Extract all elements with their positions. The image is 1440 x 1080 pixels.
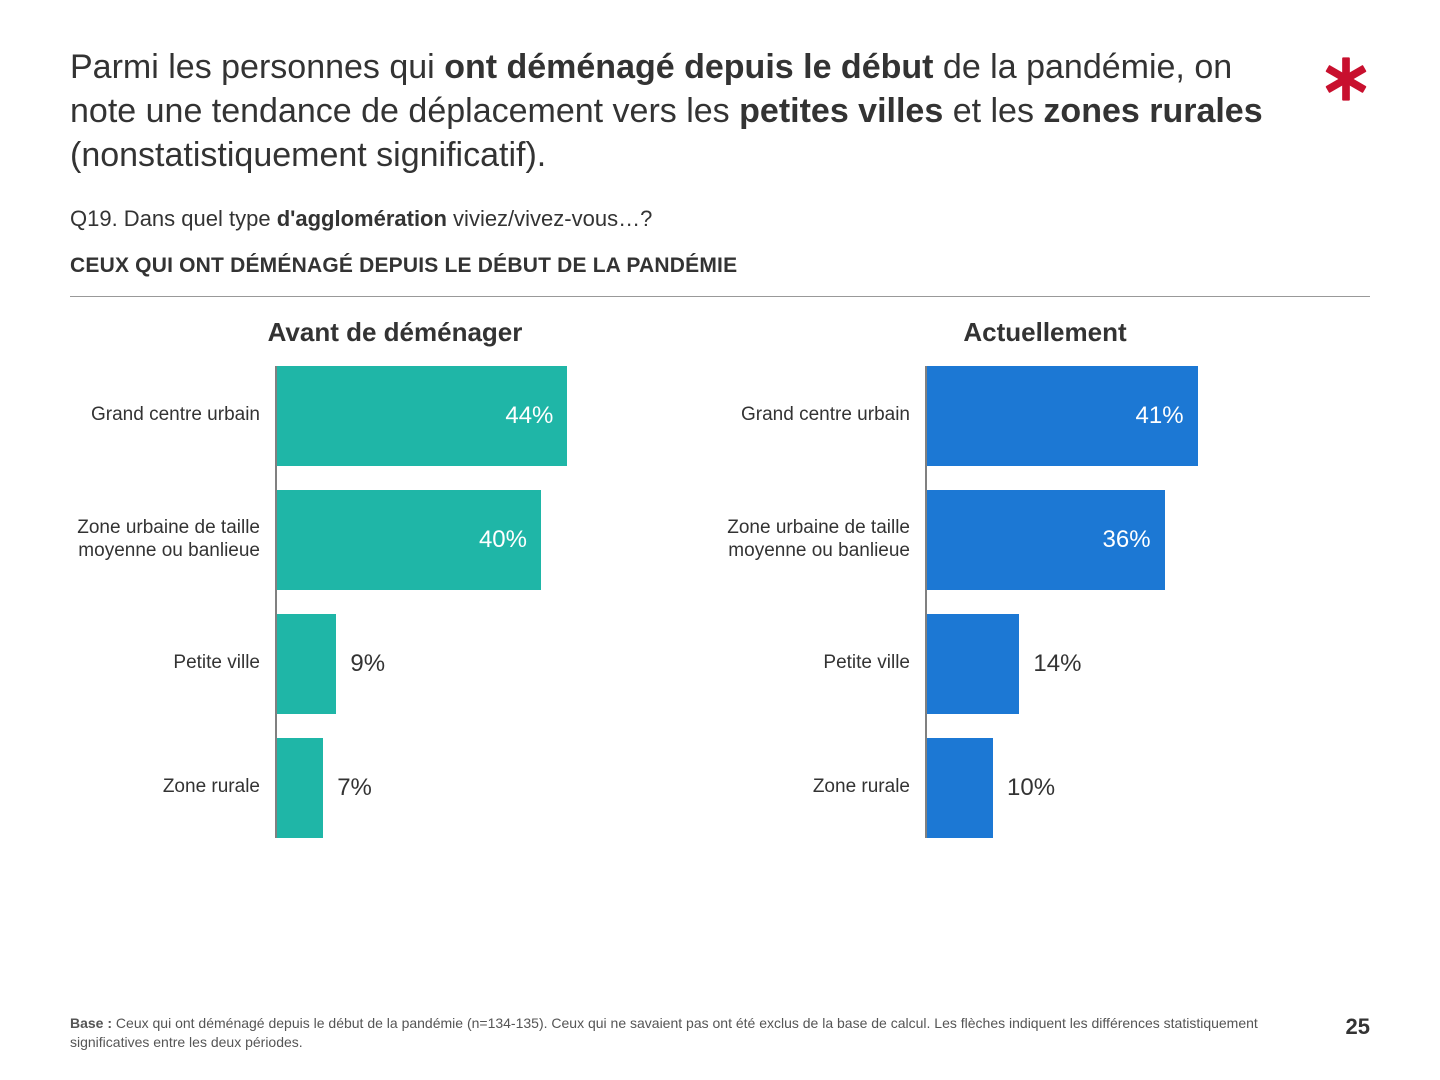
bar-value: 10%: [993, 774, 1069, 802]
footnote: Base : Ceux qui ont déménagé depuis le d…: [70, 1014, 1326, 1052]
title-bold2: petites villes: [739, 92, 943, 130]
bar-value: 14%: [1019, 650, 1095, 678]
bar-value: 9%: [336, 650, 399, 678]
bar-wrap: 9%: [277, 614, 399, 714]
sub-heading: CEUX QUI ONT DÉMÉNAGÉ DEPUIS LE DÉBUT DE…: [70, 254, 1370, 278]
bar: 44%: [277, 366, 567, 466]
bar-wrap: 44%: [277, 366, 567, 466]
bar-value: 41%: [1122, 402, 1198, 430]
question-text: Q19. Dans quel type d'agglomération vivi…: [70, 206, 1370, 232]
charts-area: Avant de déménager Grand centre urbain 44%…: [70, 317, 1370, 862]
page-number: 25: [1346, 1014, 1370, 1040]
bar-category-label: Zone rurale: [70, 776, 270, 799]
asterisk-icon: [1322, 55, 1370, 103]
bar-wrap: 36%: [927, 490, 1165, 590]
bar-wrap: 40%: [277, 490, 541, 590]
bar: [927, 738, 993, 838]
question-post: viviez/vivez-vous…?: [447, 206, 652, 231]
bar-row: Grand centre urbain 41%: [720, 366, 1370, 466]
bar: [277, 614, 336, 714]
bar-row: Zone urbaine de taille moyenne ou banlie…: [720, 490, 1370, 590]
title-seg1: Parmi les personnes qui: [70, 48, 444, 86]
bar: 40%: [277, 490, 541, 590]
question-bold: d'agglomération: [277, 206, 447, 231]
title-bold3: zones rurales: [1043, 92, 1262, 130]
bar-value: 44%: [491, 402, 567, 430]
bar-wrap: 41%: [927, 366, 1198, 466]
bar-wrap: 10%: [927, 738, 1069, 838]
bar-zone: Grand centre urbain 44% Zone urbaine de ta…: [70, 366, 720, 838]
bar-category-label: Zone urbaine de taille moyenne ou banlie…: [70, 517, 270, 563]
bar-row: Zone rurale 10%: [720, 738, 1370, 838]
bar-row: Petite ville 9%: [70, 614, 720, 714]
bar-wrap: 7%: [277, 738, 386, 838]
chart-panel: Actuellement Grand centre urbain 41% Zone u…: [720, 317, 1370, 862]
bar: 41%: [927, 366, 1198, 466]
bar-category-label: Grand centre urbain: [70, 404, 270, 427]
bar-value: 36%: [1089, 526, 1165, 554]
chart-title: Actuellement: [720, 317, 1370, 348]
divider: [70, 296, 1370, 297]
bar-category-label: Zone urbaine de taille moyenne ou banlie…: [720, 517, 920, 563]
bar-wrap: 14%: [927, 614, 1095, 714]
bar: 36%: [927, 490, 1165, 590]
footnote-label: Base :: [70, 1015, 112, 1031]
chart-panel: Avant de déménager Grand centre urbain 44%…: [70, 317, 720, 862]
bar-category-label: Petite ville: [70, 652, 270, 675]
page-title: Parmi les personnes qui ont déménagé dep…: [70, 45, 1322, 178]
title-seg4: (nonstatistiquement significatif).: [70, 136, 546, 174]
question-pre: Q19. Dans quel type: [70, 206, 277, 231]
bar-category-label: Zone rurale: [720, 776, 920, 799]
bar: [277, 738, 323, 838]
bar-row: Grand centre urbain 44%: [70, 366, 720, 466]
footnote-text: Ceux qui ont déménagé depuis le début de…: [70, 1015, 1258, 1050]
bar-row: Zone rurale 7%: [70, 738, 720, 838]
bar-zone: Grand centre urbain 41% Zone urbaine de ta…: [720, 366, 1370, 838]
bar-row: Petite ville 14%: [720, 614, 1370, 714]
bar-row: Zone urbaine de taille moyenne ou banlie…: [70, 490, 720, 590]
title-bold1: ont déménagé depuis le début: [444, 48, 933, 86]
bar-value: 7%: [323, 774, 386, 802]
bar-category-label: Grand centre urbain: [720, 404, 920, 427]
chart-title: Avant de déménager: [70, 317, 720, 348]
bar-value: 40%: [465, 526, 541, 554]
bar-category-label: Petite ville: [720, 652, 920, 675]
bar: [927, 614, 1019, 714]
title-seg3: et les: [943, 92, 1043, 130]
